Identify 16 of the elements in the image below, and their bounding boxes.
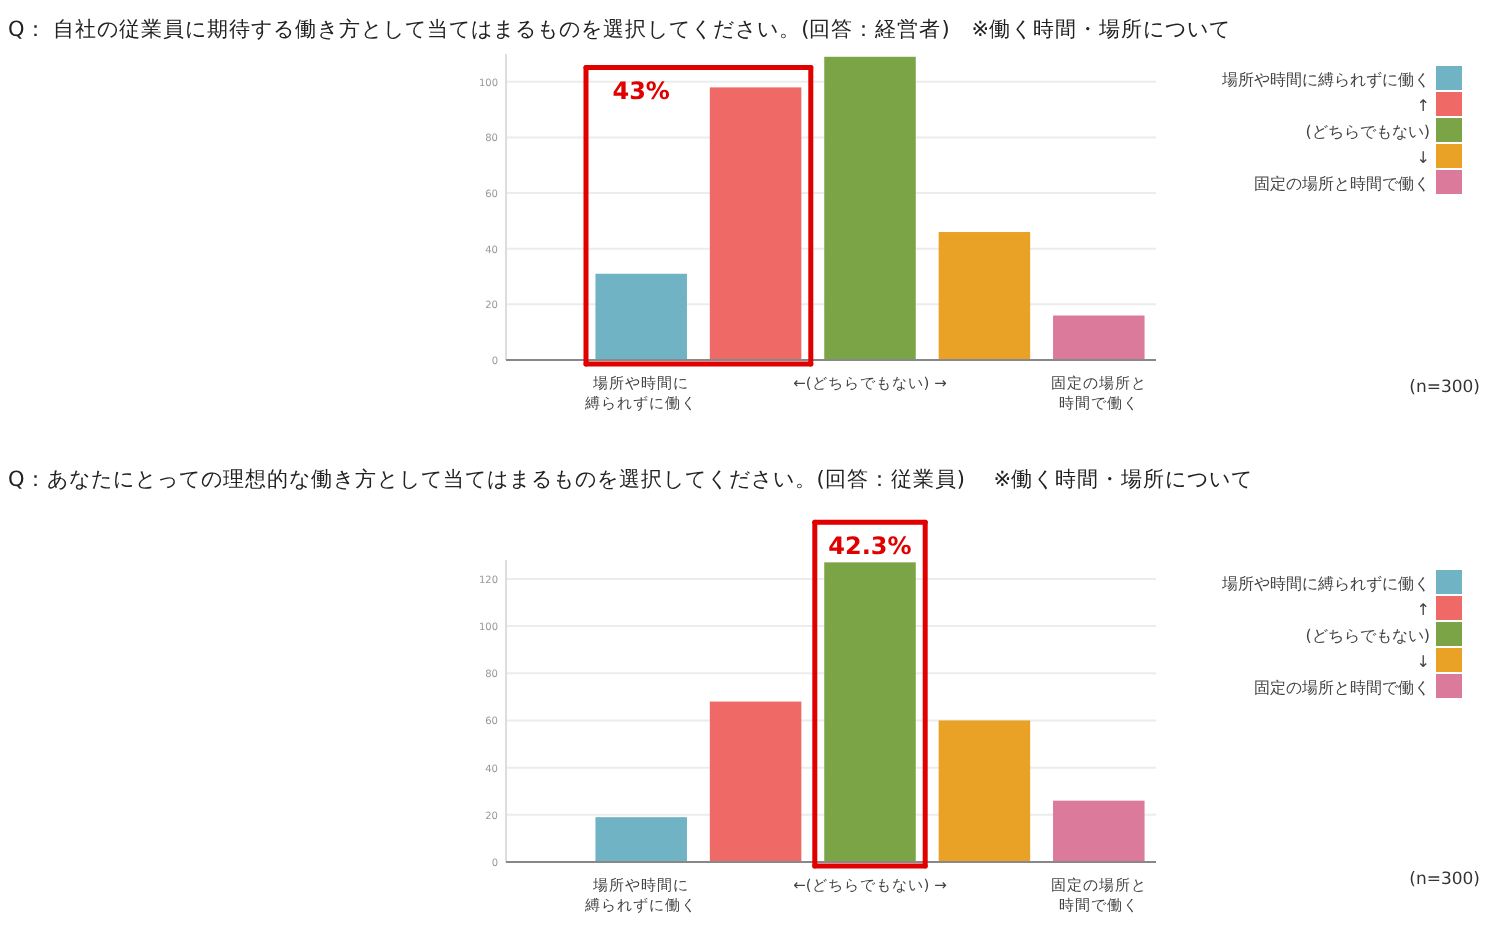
legend-label: ↑ — [1416, 601, 1430, 619]
legend-label: 場所や時間に縛られずに働く — [1220, 71, 1430, 89]
legend-label: (どちらでもない) — [1305, 627, 1430, 645]
text: (n=300) — [1409, 870, 1480, 890]
legend-label: ↓ — [1416, 653, 1430, 671]
legend-label: 場所や時間に縛られずに働く — [1220, 575, 1430, 593]
legend-label: 固定の場所と時間で働く — [1254, 679, 1430, 697]
chart-title: Q：あなたにとっての理想的な働き方として当てはまるものを選択してください。(回答：従業員) ※働く時間・場所について — [8, 466, 1254, 492]
legend-label: 固定の場所と時間で働く — [1254, 175, 1430, 193]
text: (n=300) — [1409, 378, 1480, 398]
annotation: 42.3% — [828, 532, 912, 561]
legend-label: ↑ — [1416, 97, 1430, 115]
chart-title: Q： 自社の従業員に期待する働き方として当てはまるものを選択してください。(回答：経営者) ※働く時間・場所について — [8, 16, 1232, 42]
annotation: 43% — [612, 77, 670, 106]
legend-label: (どちらでもない) — [1305, 123, 1430, 141]
legend-label: ↓ — [1416, 149, 1430, 167]
